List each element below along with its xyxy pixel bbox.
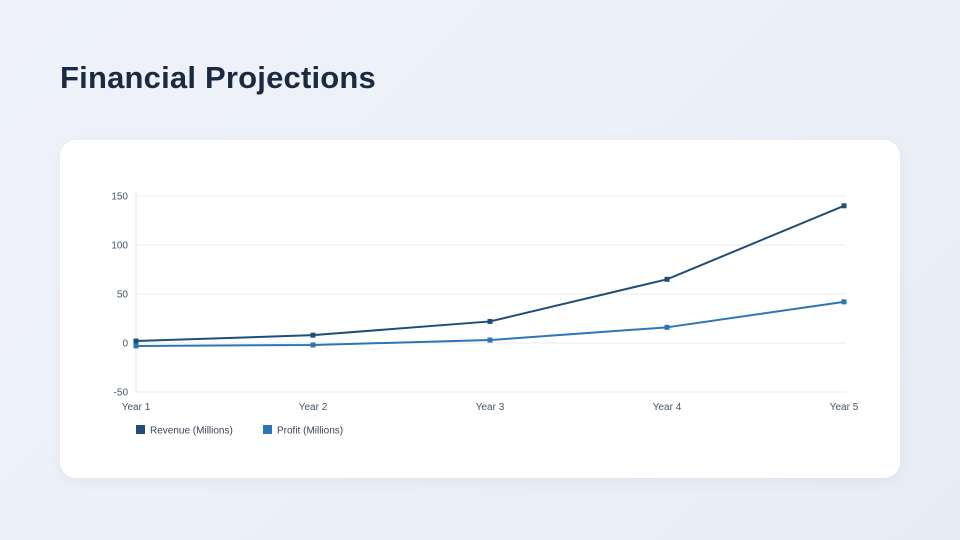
- data-point-marker: [487, 337, 493, 343]
- y-tick-label: 0: [122, 339, 128, 350]
- y-tick-label: 50: [117, 290, 129, 301]
- data-point-marker: [664, 324, 670, 330]
- chart-card: -50 0 50 100 150 Year 1 Year 2 Year 3 Year 4 Year…: [60, 140, 900, 478]
- data-point-marker: [664, 276, 670, 282]
- x-tick-label: Year 2: [299, 402, 328, 413]
- y-tick-label: 150: [111, 192, 128, 203]
- line-chart: -50 0 50 100 150 Year 1 Year 2 Year 3 Year 4 Year…: [111, 192, 859, 437]
- x-tick-label: Year 3: [476, 402, 505, 413]
- page-title: Financial Projections: [60, 60, 377, 95]
- data-point-marker: [133, 338, 139, 344]
- data-point-marker: [133, 343, 139, 349]
- data-point-marker: [841, 299, 847, 305]
- legend-label: Revenue (Millions): [150, 426, 233, 437]
- legend-swatch: [136, 425, 145, 434]
- legend-label: Profit (Millions): [277, 426, 343, 437]
- data-point-marker: [841, 203, 847, 209]
- x-tick-label: Year 1: [122, 402, 151, 413]
- data-point-marker: [310, 332, 316, 338]
- data-point-marker: [310, 342, 316, 348]
- data-point-marker: [487, 318, 493, 324]
- x-tick-label: Year 4: [653, 402, 682, 413]
- legend-swatch: [263, 425, 272, 434]
- y-tick-label: 100: [111, 241, 128, 252]
- y-tick-label: -50: [114, 388, 129, 399]
- x-tick-label: Year 5: [830, 402, 859, 413]
